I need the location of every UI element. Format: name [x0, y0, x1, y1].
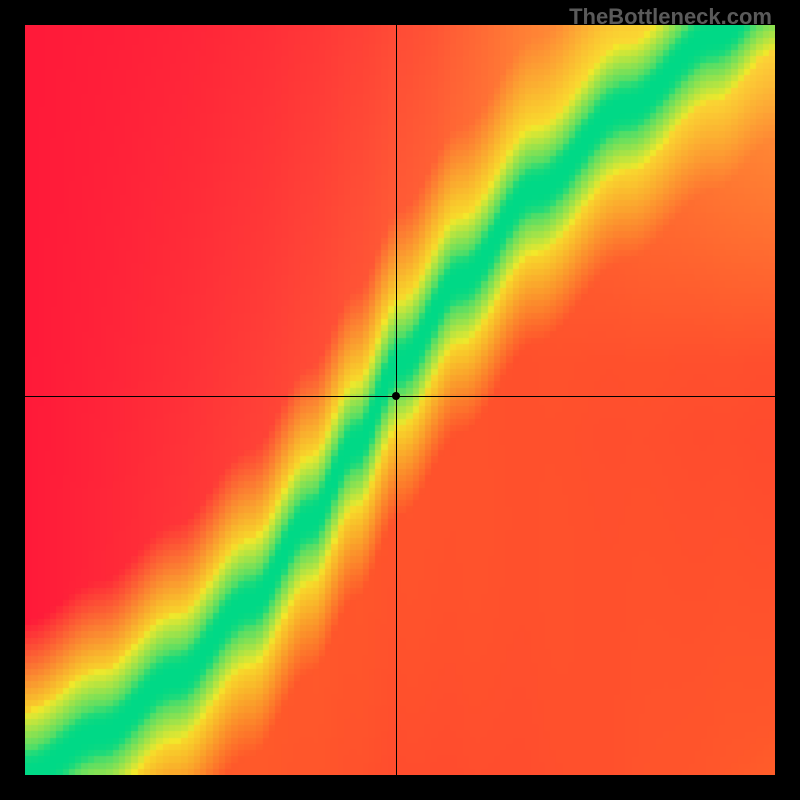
bottleneck-heatmap: [25, 25, 775, 775]
chart-container: TheBottleneck.com: [0, 0, 800, 800]
